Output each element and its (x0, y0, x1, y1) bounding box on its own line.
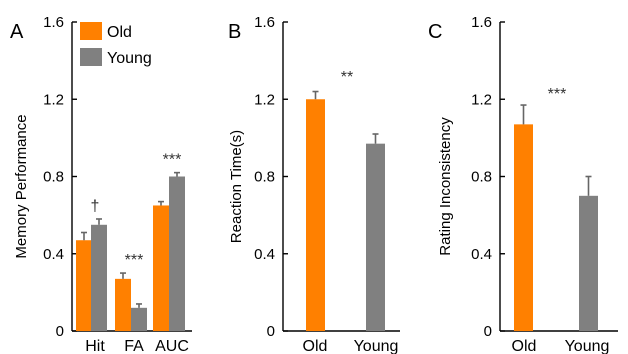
panel-a-bar-hit-old (76, 240, 92, 331)
panel-c-x-tick-label: Young (565, 338, 610, 354)
legend-label-young: Young (107, 50, 152, 67)
panel-b-y-axis-label: Reaction Time(s) (228, 130, 245, 243)
panel-c-significance-marker: *** (548, 86, 567, 103)
panel-a-y-tick-label: 0.8 (43, 169, 64, 186)
panel-c-y-tick-label: 0 (484, 323, 492, 340)
panel-a-significance-marker: † (91, 198, 100, 215)
panel-c-y-axis-label: Rating Inconsistency (437, 117, 454, 256)
panel-b-y-tick-label: 0.4 (254, 246, 275, 263)
panel-a-bar-auc-old (153, 205, 169, 331)
panel-b-y-tick-label: 0 (267, 323, 275, 340)
legend-swatch-young (80, 48, 102, 66)
panel-a-bar-auc-young (169, 176, 185, 331)
panel-a-x-tick-label: AUC (155, 338, 189, 354)
panel-c-bar-old (514, 124, 533, 331)
panel-b-x-tick-label: Old (303, 338, 328, 354)
panel-b-x-tick-label: Young (354, 338, 399, 354)
panel-b-letter: B (228, 21, 241, 43)
panel-b-bar-old (306, 99, 325, 331)
panel-a-y-tick-label: 0.4 (43, 246, 64, 263)
panel-c-y-tick-label: 1.6 (471, 14, 492, 31)
panel-b-y-tick-label: 0.8 (254, 169, 275, 186)
panel-a-y-tick-label: 1.2 (43, 91, 64, 108)
panel-a-bar-hit-young (91, 224, 107, 331)
panel-a-y-tick-label: 1.6 (43, 14, 64, 31)
panel-b-bar-young (366, 143, 385, 331)
panel-a-letter: A (10, 21, 24, 43)
panel-c-x-tick-label: Old (512, 338, 537, 354)
panel-a-y-tick-label: 0 (56, 323, 64, 340)
panel-a-x-tick-label: Hit (85, 338, 105, 354)
legend-label-old: Old (107, 24, 132, 41)
panel-a-significance-marker: *** (125, 252, 144, 269)
panel-c-y-tick-label: 0.8 (471, 169, 492, 186)
panel-b-y-tick-label: 1.6 (254, 14, 275, 31)
panel-b-y-tick-label: 1.2 (254, 91, 275, 108)
panel-c-y-tick-label: 0.4 (471, 246, 492, 263)
panel-c-y-tick-label: 1.2 (471, 91, 492, 108)
panel-a-y-axis-label: Memory Performance (13, 114, 30, 258)
panel-b-significance-marker: ** (341, 69, 353, 86)
panel-a-significance-marker: *** (163, 152, 182, 169)
panel-c-bar-young (579, 195, 598, 331)
panel-a-bar-fa-old (115, 278, 131, 331)
panel-a-x-tick-label: FA (124, 338, 144, 354)
panel-c-letter: C (428, 21, 442, 43)
legend-swatch-old (80, 22, 102, 40)
panel-a-bar-fa-young (131, 307, 147, 331)
